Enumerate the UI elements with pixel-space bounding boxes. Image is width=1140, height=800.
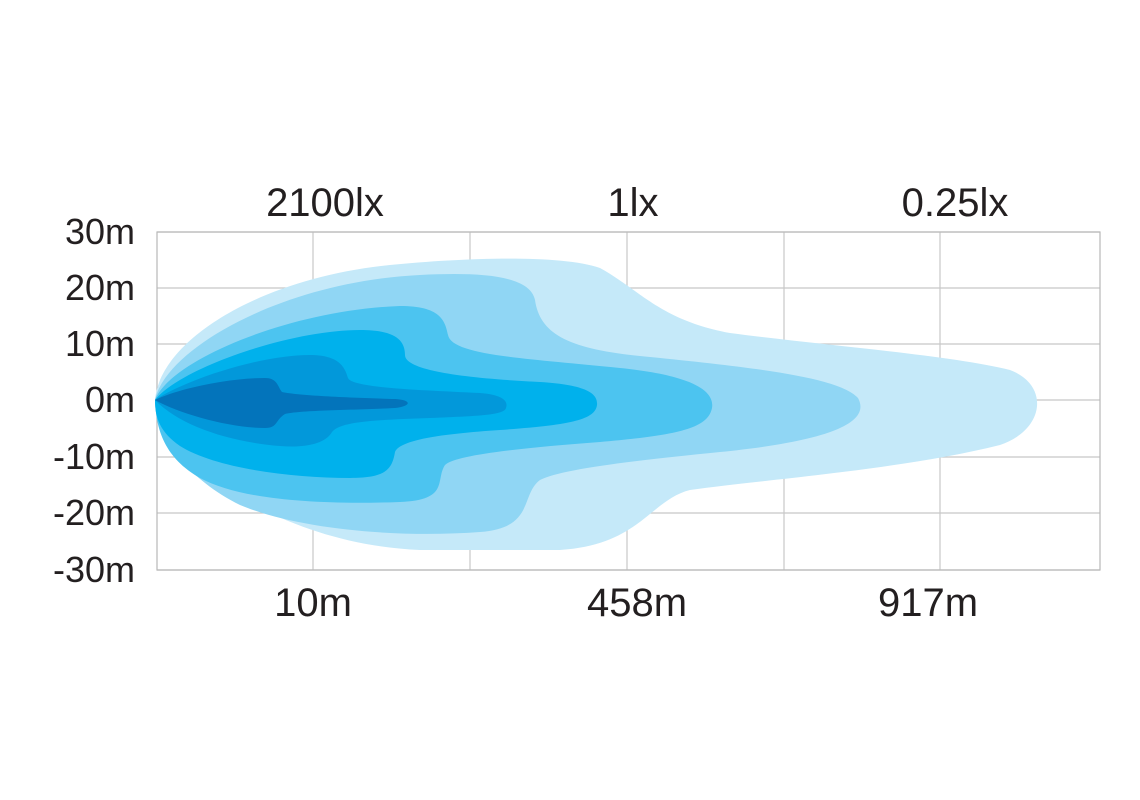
x-distance-label: 917m <box>878 581 978 625</box>
lux-labels: 2100lx 1lx 0.25lx <box>266 181 1008 225</box>
y-tick-label: -10m <box>53 436 135 477</box>
lux-label: 0.25lx <box>902 181 1009 225</box>
lux-label: 1lx <box>607 181 658 225</box>
y-tick-label: -20m <box>53 492 135 533</box>
y-axis-labels: 30m 20m 10m 0m -10m -20m -30m <box>53 211 135 590</box>
zone-2100lx <box>155 378 408 428</box>
y-tick-label: 0m <box>85 379 135 420</box>
x-distance-label: 458m <box>587 581 687 625</box>
x-distance-label: 10m <box>274 581 352 625</box>
lux-label: 2100lx <box>266 181 384 225</box>
y-tick-label: -30m <box>53 549 135 590</box>
y-tick-label: 10m <box>65 323 135 364</box>
x-axis-labels: 10m 458m 917m <box>274 581 978 625</box>
y-tick-label: 20m <box>65 267 135 308</box>
y-tick-label: 30m <box>65 211 135 252</box>
illuminance-zones <box>155 258 1038 550</box>
